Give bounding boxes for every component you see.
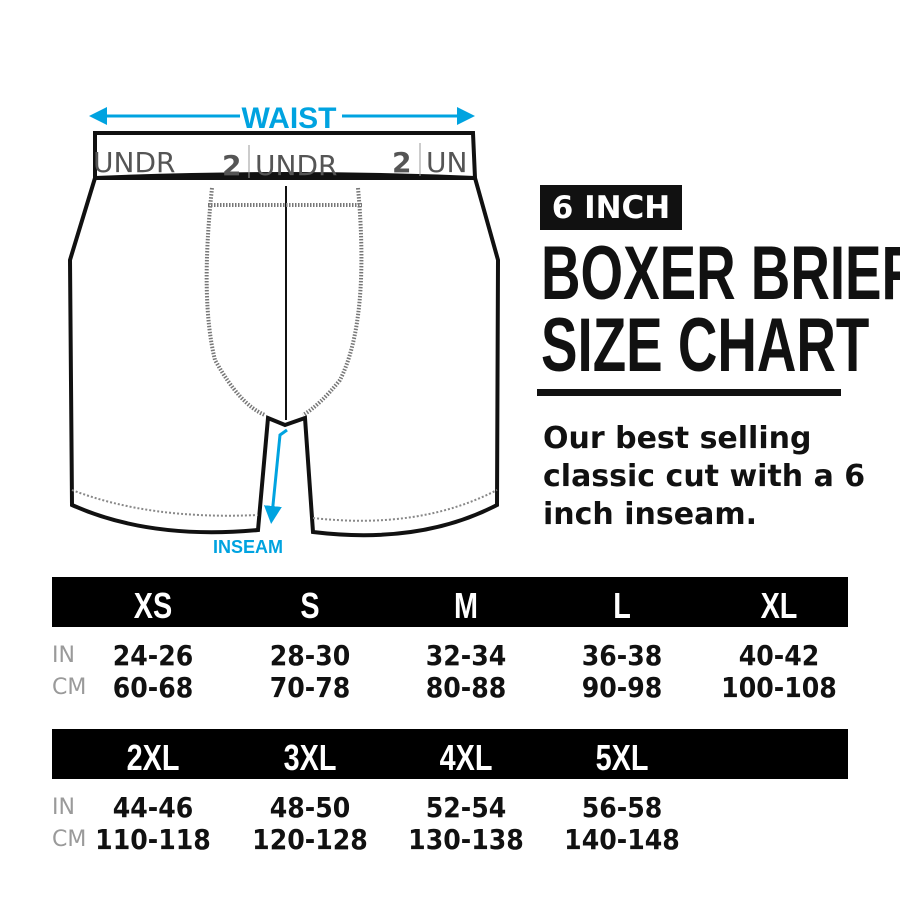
size-label: 3XL — [283, 737, 337, 778]
size-label: M — [454, 585, 478, 626]
size-label: S — [300, 585, 320, 626]
svg-text:UN: UN — [426, 146, 467, 179]
inches-value: 32-34 — [425, 639, 507, 672]
cm-value: 60-68 — [112, 671, 194, 704]
size-label: XL — [760, 585, 798, 626]
cm-value: 120-128 — [252, 823, 368, 856]
cm-value: 100-108 — [721, 671, 837, 704]
size-label: 5XL — [595, 737, 649, 778]
size-header-bar: XS S M L XL — [52, 577, 848, 627]
inches-value: 48-50 — [269, 791, 351, 824]
svg-text:UNDR: UNDR — [255, 149, 337, 182]
size-label: 4XL — [439, 737, 493, 778]
boxer-brief-illustration: WAIST UNDR 2 UNDR 2 UN INSEAM — [67, 102, 501, 557]
inseam-label: INSEAM — [213, 537, 283, 557]
svg-text:2: 2 — [392, 146, 411, 179]
description: Our best selling classic cut with a 6 in… — [543, 421, 866, 532]
svg-text:2: 2 — [222, 149, 241, 182]
waist-label: WAIST — [242, 102, 337, 135]
waistband-logo: UNDR 2 UNDR 2 UN — [93, 143, 467, 182]
pouch-stitching — [204, 187, 364, 417]
cm-row-label: CM — [52, 675, 87, 700]
inches-value: 52-54 — [425, 791, 507, 824]
waistband — [93, 131, 478, 181]
size-header-bar: 2XL 3XL 4XL 5XL — [52, 729, 848, 779]
inches-row-label: IN — [52, 795, 75, 820]
title-line-2: SIZE CHART — [541, 303, 870, 388]
garment-body — [67, 176, 501, 538]
inches-value: 36-38 — [581, 639, 663, 672]
svg-text:UNDR: UNDR — [93, 146, 175, 179]
inches-value: 40-42 — [738, 639, 820, 672]
size-label: L — [613, 585, 631, 626]
size-label: 2XL — [126, 737, 180, 778]
inseam-arrow — [263, 428, 288, 524]
cm-value: 110-118 — [95, 823, 211, 856]
cm-value: 90-98 — [581, 671, 663, 704]
size-label: XS — [133, 585, 173, 626]
cm-row-label: CM — [52, 827, 87, 852]
inches-value: 28-30 — [269, 639, 351, 672]
title-line-1: BOXER BRIEF — [541, 231, 900, 316]
divider — [537, 389, 841, 396]
hem-stitching — [71, 489, 498, 522]
cm-value: 70-78 — [269, 671, 351, 704]
inches-value: 56-58 — [581, 791, 663, 824]
inches-value: 24-26 — [112, 639, 194, 672]
cm-value: 80-88 — [425, 671, 507, 704]
inches-value: 44-46 — [112, 791, 194, 824]
length-badge: 6 INCH — [540, 185, 682, 230]
inches-row-label: IN — [52, 643, 75, 668]
cm-value: 130-138 — [408, 823, 524, 856]
cm-value: 140-148 — [564, 823, 680, 856]
